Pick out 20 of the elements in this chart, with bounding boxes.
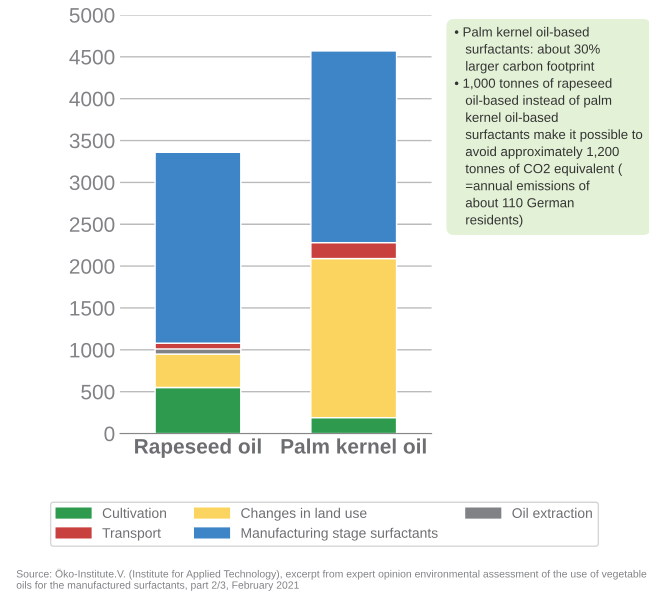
legend-label: Transport <box>102 528 161 541</box>
y-tick-label: 1500 <box>70 300 114 316</box>
y-tick-label: 1000 <box>70 342 114 358</box>
x-tick-label: Palm kernel oil <box>282 438 426 454</box>
y-tick-label: 2500 <box>70 217 114 232</box>
y-tick-label: 5000 <box>70 8 114 23</box>
legend-label: Cultivation <box>102 508 166 518</box>
text: • Palm kernel oil-based surfactants: about 30% larger carbon footprint • 1,000 tonnes of rapeseed oil-based instead of palm kernel oil-based surfactants make it possible to avoid approximately 1,200 tonnes of CO2 equivalent ( =annual emissions of about 110 German residents) <box>454 26 642 228</box>
legend-label: Changes in land use <box>241 508 367 521</box>
y-tick-label: 3500 <box>70 134 114 148</box>
y-tick-label: 4000 <box>69 92 114 106</box>
x-tick-label: Rapeseed oil <box>135 438 261 458</box>
y-tick-label: 500 <box>81 384 114 400</box>
y-tick-label: 4500 <box>69 50 114 65</box>
legend-label: Oil extraction <box>512 508 592 518</box>
y-tick-label: 2000 <box>70 259 114 274</box>
source-note: Source: Öko-Institute.V. (Institute for Applied Technology), excerpt from expert opinion environmental assessment of the use of vegetable oils for the manufactured surfactants, part 2/3, February 2021 <box>16 568 646 591</box>
legend-label: Manufacturing stage surfactants <box>242 528 438 541</box>
y-tick-label: 3000 <box>70 175 114 190</box>
y-tick-label: 0 <box>104 426 114 442</box>
